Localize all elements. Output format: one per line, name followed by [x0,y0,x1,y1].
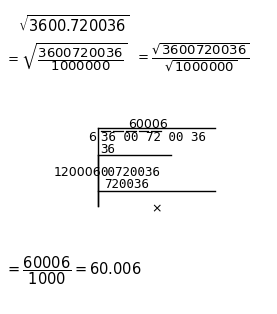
Text: 120006: 120006 [54,166,101,179]
Text: 36 00 72 00 36: 36 00 72 00 36 [101,131,206,144]
Text: $= \dfrac{\sqrt{3600720036}}{\sqrt{1000000}}$: $= \dfrac{\sqrt{3600720036}}{\sqrt{10000… [135,42,249,74]
Text: $\sqrt{3600.720036}$: $\sqrt{3600.720036}$ [17,14,129,35]
Text: 36: 36 [101,143,116,156]
Text: $= \dfrac{60006}{1000} = 60.006$: $= \dfrac{60006}{1000} = 60.006$ [5,254,141,287]
Text: $= \sqrt{\dfrac{3600720036}{1000000}}$: $= \sqrt{\dfrac{3600720036}{1000000}}$ [5,42,127,74]
Text: 60006: 60006 [129,118,168,131]
Text: 720036: 720036 [104,178,150,191]
Text: 00720036: 00720036 [101,166,161,179]
Text: 6: 6 [88,131,96,144]
Text: ×: × [151,202,161,215]
